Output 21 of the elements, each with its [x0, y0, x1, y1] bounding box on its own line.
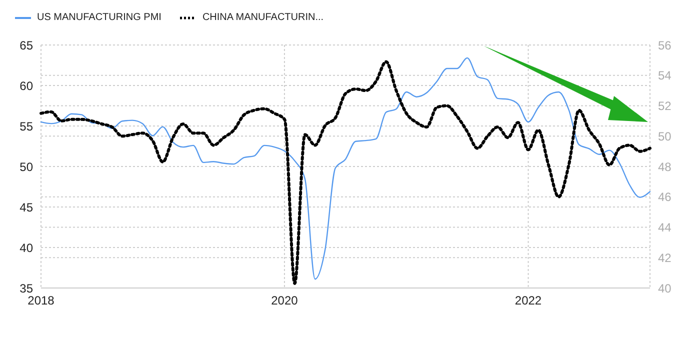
x-tick-label: 2020	[271, 294, 298, 308]
legend-label: CHINA MANUFACTURIN...	[202, 12, 324, 23]
x-tick-label: 2018	[28, 294, 55, 308]
y-tick-label: 65	[20, 38, 34, 52]
legend-label: US MANUFACTURING PMI	[37, 12, 162, 23]
y-tick-label: 60	[20, 78, 34, 93]
y-tick-label: 35	[20, 281, 34, 296]
y-tick-label: 45	[20, 200, 34, 214]
y2-tick-label: 50	[658, 129, 672, 144]
y2-tick-label: 56	[658, 38, 672, 52]
y-tick-label: 55	[20, 119, 34, 134]
y2-tick-label: 40	[658, 281, 672, 296]
y2-tick-label: 44	[658, 220, 672, 235]
y-tick-label: 40	[20, 240, 34, 255]
y2-tick-label: 46	[658, 190, 672, 204]
y2-tick-label: 48	[658, 160, 672, 174]
y-tick-label: 50	[20, 160, 34, 174]
x-tick-label: 2022	[514, 294, 542, 308]
y2-tick-label: 54	[658, 68, 672, 83]
y2-tick-label: 52	[658, 99, 672, 114]
y2-tick-label: 42	[658, 250, 672, 265]
